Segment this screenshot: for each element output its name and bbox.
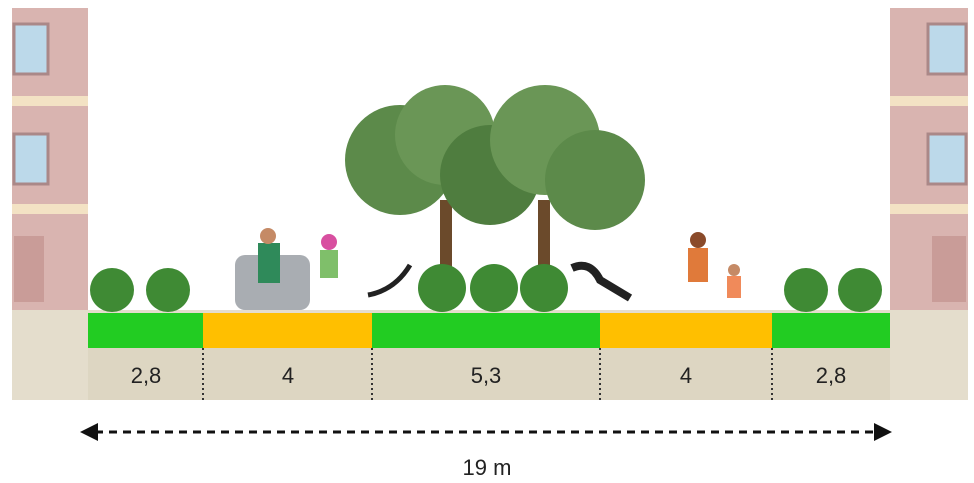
- trees: [345, 85, 645, 270]
- segment-width: 4: [282, 363, 294, 388]
- bushes: [90, 264, 882, 312]
- segment-width: 2,8: [131, 363, 162, 388]
- total-width: 19 m: [463, 455, 512, 480]
- segment-width: 2,8: [816, 363, 847, 388]
- separators: [202, 348, 773, 400]
- segment-width: 5,3: [471, 363, 502, 388]
- dimension-arrow: [80, 423, 892, 441]
- people: [235, 228, 741, 310]
- right-building: [890, 8, 968, 310]
- strips: [88, 313, 890, 400]
- segment-width: 4: [680, 363, 692, 388]
- left-building: [12, 8, 88, 310]
